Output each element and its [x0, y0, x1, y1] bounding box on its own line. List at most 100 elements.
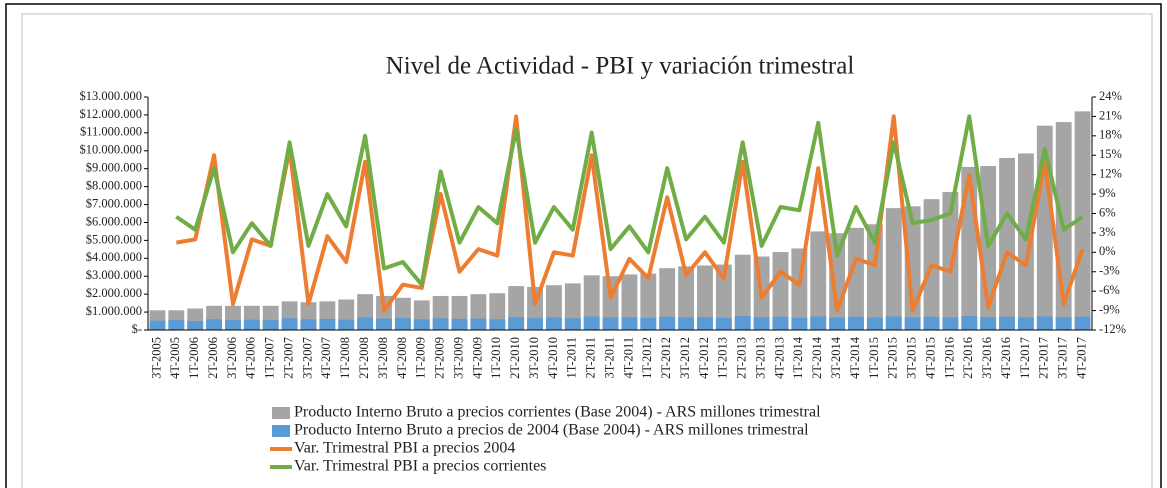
y-tick-label: $13.000.000 [80, 89, 143, 103]
y-tick-label: $5.000.000 [86, 232, 142, 246]
bar [621, 317, 638, 330]
y2-tick-label: -12% [1099, 322, 1126, 336]
x-tick-label: 1T-2008 [338, 337, 352, 379]
bar [659, 268, 676, 330]
bar [942, 317, 959, 330]
bar [545, 317, 562, 330]
bar [1074, 316, 1091, 330]
x-tick-label: 4T-2017 [1074, 337, 1088, 379]
bar [923, 316, 940, 330]
bar [470, 318, 487, 330]
bar [999, 316, 1015, 330]
x-tick-label: 4T-2014 [848, 336, 862, 379]
bar [621, 274, 638, 330]
bar [980, 317, 997, 330]
bar [848, 227, 864, 330]
x-tick-label: 2T-2017 [1037, 337, 1051, 379]
x-tick-label: 4T-2006 [244, 337, 258, 379]
x-tick-label: 2T-2012 [659, 337, 673, 379]
bar [583, 275, 600, 330]
bar [999, 157, 1015, 330]
bar [527, 318, 543, 330]
bar [1036, 316, 1053, 330]
x-tick-label: 4T-2015 [923, 337, 937, 379]
y-tick-label: $- [132, 322, 142, 336]
bar [810, 231, 827, 330]
y-tick-label: $2.000.000 [86, 286, 142, 300]
x-tick-label: 3T-2011 [602, 337, 616, 378]
x-tick-label: 2T-2013 [735, 337, 749, 379]
y-tick-label: $1.000.000 [86, 304, 142, 318]
bar [640, 273, 657, 330]
x-tick-label: 4T-2007 [319, 337, 333, 379]
x-tick-label: 2T-2016 [961, 337, 975, 379]
x-tick-label: 4T-2011 [621, 337, 635, 378]
y2-tick-label: 24% [1099, 89, 1122, 103]
bar [678, 317, 695, 330]
bar [1017, 317, 1034, 330]
x-tick-label: 1T-2011 [565, 337, 579, 378]
x-tick-label: 1T-2014 [791, 336, 805, 379]
bar [866, 224, 883, 330]
x-tick-label: 1T-2015 [867, 337, 881, 379]
y2-tick-label: -6% [1099, 283, 1120, 297]
bar [187, 321, 204, 330]
legend-label: Var. Trimestral PBI a precios 2004 [294, 440, 515, 457]
bar [659, 316, 676, 330]
y2-tick-label: -3% [1099, 264, 1120, 278]
x-tick-label: 3T-2009 [451, 337, 465, 379]
x-tick-label: 3T-2006 [225, 337, 239, 379]
y-tick-label: $10.000.000 [80, 143, 143, 157]
x-tick-label: 2T-2007 [281, 337, 295, 379]
x-tick-label: 2T-2015 [886, 337, 900, 379]
bar [319, 318, 336, 330]
bar [281, 318, 298, 330]
bar [432, 318, 449, 330]
bar [1055, 317, 1072, 330]
bar [357, 317, 374, 330]
bar [697, 265, 713, 330]
bar [772, 252, 789, 330]
bar [602, 317, 619, 330]
line [175, 114, 1084, 287]
x-tick-label: 3T-2010 [527, 337, 541, 379]
bar [772, 316, 789, 330]
y-tick-label: $9.000.000 [86, 161, 142, 175]
x-tick-label: 4T-2009 [470, 337, 484, 379]
bar [678, 266, 695, 330]
legend-label: Producto Interno Bruto a precios corrien… [294, 404, 821, 421]
bar [848, 316, 864, 330]
x-tick-label: 4T-2005 [168, 337, 182, 379]
bar [338, 319, 355, 330]
x-tick-label: 4T-2016 [999, 337, 1013, 379]
x-tick-label: 4T-2012 [697, 337, 711, 379]
bar [489, 319, 506, 330]
bar [1074, 111, 1091, 330]
bar [829, 233, 846, 330]
bar [451, 318, 468, 330]
bar [300, 319, 317, 330]
y-tick-label: $11.000.000 [80, 125, 142, 139]
x-tick-label: 3T-2014 [829, 336, 843, 379]
bar [413, 319, 430, 330]
bar [715, 317, 732, 330]
y-tick-label: $12.000.000 [80, 107, 143, 121]
y2-tick-label: 6% [1099, 205, 1116, 219]
x-tick-label: 4T-2010 [546, 337, 560, 379]
bar [829, 317, 846, 330]
line [175, 114, 1085, 313]
y2-tick-label: -9% [1099, 302, 1120, 316]
x-tick-label: 2T-2014 [810, 336, 824, 379]
bar [961, 166, 978, 330]
bar [583, 316, 600, 330]
y2-tick-label: 15% [1099, 147, 1122, 161]
y-tick-label: $3.000.000 [86, 268, 142, 282]
y-tick-label: $6.000.000 [86, 214, 142, 228]
x-tick-label: 1T-2009 [414, 337, 428, 379]
y2-tick-label: 21% [1099, 108, 1122, 122]
bar [376, 318, 392, 330]
x-tick-label: 1T-2007 [263, 337, 277, 379]
x-tick-label: 1T-2013 [716, 337, 730, 379]
x-tick-label: 1T-2006 [187, 337, 201, 379]
legend-swatch [272, 425, 290, 437]
